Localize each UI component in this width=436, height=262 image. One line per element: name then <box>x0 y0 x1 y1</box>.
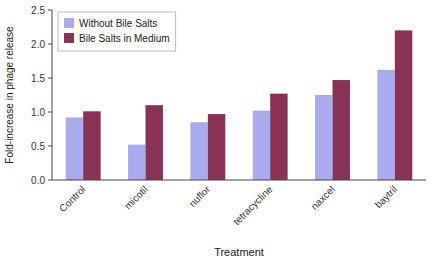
x-axis-line <box>52 180 426 181</box>
bar <box>128 145 145 180</box>
tick-label: 2.5 <box>31 5 45 16</box>
tick-label: 2.0 <box>31 39 45 50</box>
category-label: nuflor <box>187 183 213 209</box>
chart: 0.0 0.5 1.0 1.5 2.0 2.5 Control micotil nuflor te… <box>0 0 436 262</box>
bar <box>83 111 100 180</box>
tick-mark <box>48 44 52 45</box>
tick-mark <box>48 10 52 11</box>
y-axis: 0.0 0.5 1.0 1.5 2.0 2.5 <box>31 5 52 186</box>
legend-label: Without Bile Salts <box>79 18 157 29</box>
tick-mark <box>48 180 52 181</box>
bar <box>395 30 412 180</box>
tick-mark <box>48 78 52 79</box>
bar <box>190 122 207 180</box>
bars <box>66 30 413 180</box>
bar <box>208 114 225 180</box>
tick-label: 1.0 <box>31 107 45 118</box>
category-label: baytril <box>373 184 400 211</box>
bar <box>377 70 394 180</box>
y-axis-label: Fold-increase in phage release <box>4 26 15 164</box>
category-label: tetracycline <box>231 183 275 227</box>
legend: Without Bile Salts Bile Salts in Medium <box>58 12 176 51</box>
category-label: Control <box>57 184 88 215</box>
tick-label: 0.5 <box>31 141 45 152</box>
bar <box>315 95 332 180</box>
tick-mark <box>48 146 52 147</box>
bar <box>270 94 287 180</box>
bar <box>333 80 350 180</box>
legend-swatch <box>64 18 74 28</box>
bar <box>253 111 270 180</box>
tick-mark <box>48 112 52 113</box>
category-label: naxcel <box>309 184 337 212</box>
bar <box>146 105 163 180</box>
legend-box <box>58 12 176 51</box>
tick-label: 0.0 <box>31 175 45 186</box>
legend-label: Bile Salts in Medium <box>79 33 170 44</box>
y-axis-line <box>52 10 53 180</box>
bar <box>66 117 83 180</box>
tick-label: 1.5 <box>31 73 45 84</box>
category-label: micotil <box>122 184 150 212</box>
legend-swatch <box>64 33 74 43</box>
x-axis-label: Treatment <box>214 246 264 258</box>
